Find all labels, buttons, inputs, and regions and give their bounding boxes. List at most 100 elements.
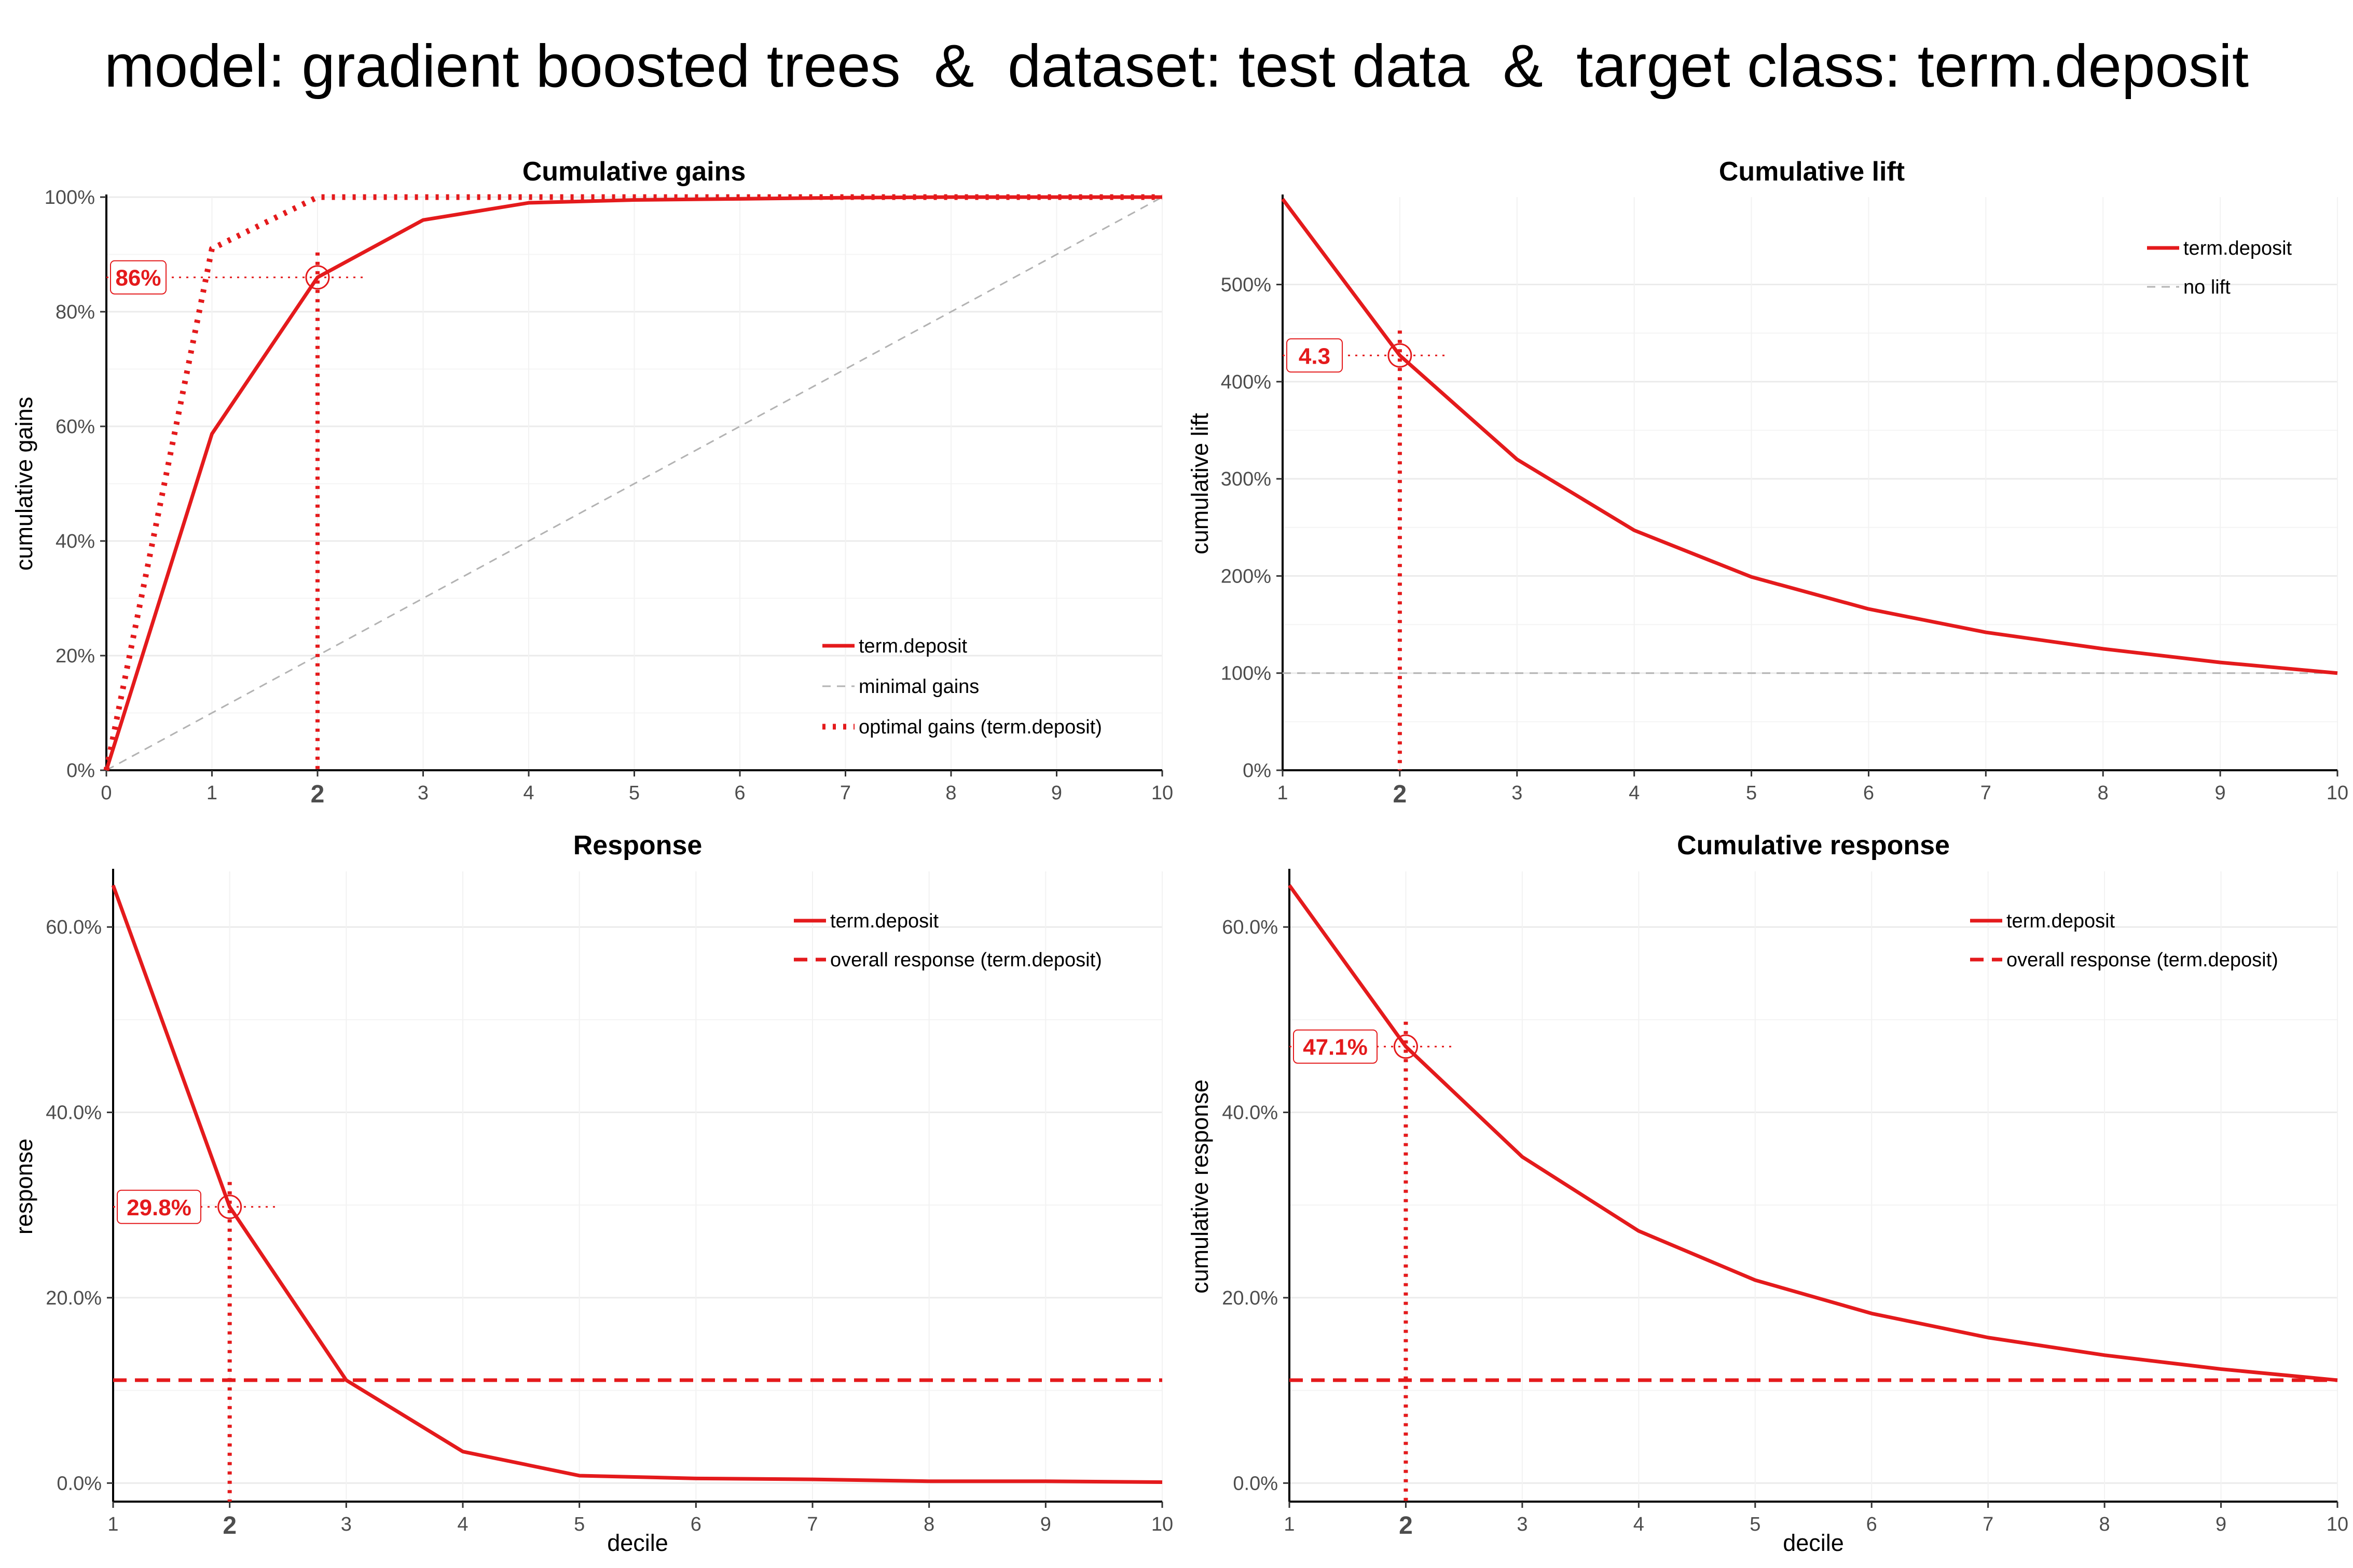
gains-title: Cumulative gains xyxy=(522,157,746,187)
x-tick-label: 10 xyxy=(2327,1514,2348,1535)
response-title: Response xyxy=(573,830,703,861)
series-line-term-deposit xyxy=(1288,884,2338,1382)
y-tick-label: 200% xyxy=(1221,565,1271,587)
annotation-label-box xyxy=(1293,1029,1378,1064)
legend-label: term.deposit xyxy=(2183,238,2292,259)
annotation-circle xyxy=(217,1195,242,1219)
y-tick-label: 0.0% xyxy=(1233,1473,1278,1494)
y-tick-label: 300% xyxy=(1221,468,1271,490)
x-tick-label: 8 xyxy=(945,782,956,804)
y-tick-label: 80% xyxy=(56,301,95,323)
series-line-term-deposit xyxy=(104,195,1162,771)
series-line-term-deposit xyxy=(1281,198,2338,675)
x-tick-label: 1 xyxy=(1277,782,1288,804)
series-line-minimal-gains xyxy=(106,196,1163,771)
cumresponse-xlabel: decile xyxy=(1783,1530,1844,1556)
series-line-term-deposit xyxy=(111,884,1163,1484)
response-xlabel: decile xyxy=(607,1530,668,1556)
x-tick-label: 3 xyxy=(418,782,429,804)
x-tick-label: 4 xyxy=(1633,1514,1644,1535)
y-tick-label: 500% xyxy=(1221,274,1271,296)
x-tick-label: 5 xyxy=(574,1514,585,1535)
legend-label: term.deposit xyxy=(2006,910,2115,932)
response-panel: 0.0% 20.0% 40.0% 60.0% 1 2 3 4 5 6 7 8 9 10 Response re… xyxy=(11,830,1173,1556)
legend-label: no lift xyxy=(2183,276,2231,298)
x-tick-label: 10 xyxy=(1151,782,1173,804)
y-tick-label: 40.0% xyxy=(46,1102,102,1124)
y-tick-label: 60.0% xyxy=(46,917,102,938)
y-tick-label: 40% xyxy=(56,531,95,552)
cumresponse-title: Cumulative response xyxy=(1677,830,1950,861)
legend-label: term.deposit xyxy=(859,635,968,657)
gains-ylabel: cumulative gains xyxy=(11,397,37,571)
x-tick-label: 6 xyxy=(1863,782,1874,804)
y-tick-label: 0% xyxy=(1243,760,1271,782)
x-tick-label: 9 xyxy=(2216,1514,2226,1535)
y-tick-label: 400% xyxy=(1221,371,1271,393)
x-tick-label: 9 xyxy=(1040,1514,1051,1535)
annotation-label-box xyxy=(1286,338,1343,373)
x-tick-label: 5 xyxy=(1750,1514,1760,1535)
x-tick-label: 8 xyxy=(2098,782,2109,804)
x-tick-label-highlight: 2 xyxy=(1399,1512,1413,1539)
x-tick-label: 4 xyxy=(457,1514,468,1535)
y-tick-label: 60.0% xyxy=(1222,917,1278,938)
legend-label: optimal gains (term.deposit) xyxy=(859,716,1102,738)
cumresponse-panel: 0.0% 20.0% 40.0% 60.0% 1 2 3 4 5 6 7 8 9 10 Cumulative… xyxy=(1187,830,2348,1556)
lift-title: Cumulative lift xyxy=(1719,157,1905,187)
gains-panel: 0% 20% 40% 60% 80% 100% 0 1 2 3 4 5 6 7 8 9 10 Cumulative… xyxy=(11,157,1173,808)
y-tick-label: 100% xyxy=(45,187,95,209)
cumresponse-ylabel: cumulative response xyxy=(1187,1079,1213,1294)
y-tick-label: 0% xyxy=(66,760,95,782)
x-tick-label: 3 xyxy=(1511,782,1522,804)
x-tick-label: 9 xyxy=(1051,782,1062,804)
x-tick-label: 5 xyxy=(1746,782,1757,804)
x-tick-label: 3 xyxy=(341,1514,352,1535)
y-tick-label: 60% xyxy=(56,416,95,438)
x-tick-label: 4 xyxy=(1629,782,1640,804)
figure-title: model: gradient boosted trees & dataset:… xyxy=(104,32,2249,100)
annotation-circle xyxy=(305,265,330,290)
annotation-label-box xyxy=(117,1189,201,1224)
x-tick-label-highlight: 2 xyxy=(223,1512,237,1539)
y-tick-label: 40.0% xyxy=(1222,1102,1278,1124)
annotation-label: 29.8% xyxy=(127,1195,191,1220)
legend-label: minimal gains xyxy=(859,676,979,698)
annotation-circle xyxy=(1387,343,1412,368)
y-tick-label: 20.0% xyxy=(46,1287,102,1309)
annotation-circle xyxy=(1393,1034,1418,1059)
annotation-label: 86% xyxy=(115,266,161,291)
x-tick-label: 10 xyxy=(1151,1514,1173,1535)
y-tick-label: 20.0% xyxy=(1222,1287,1278,1309)
x-tick-label: 6 xyxy=(691,1514,701,1535)
x-tick-label: 3 xyxy=(1517,1514,1528,1535)
annotation-label-box xyxy=(110,260,167,295)
y-tick-label: 20% xyxy=(56,645,95,667)
x-tick-label: 5 xyxy=(629,782,640,804)
x-tick-label: 7 xyxy=(807,1514,818,1535)
x-tick-label: 4 xyxy=(523,782,534,804)
x-tick-label: 1 xyxy=(107,1514,118,1535)
legend-label: overall response (term.deposit) xyxy=(2006,949,2278,971)
x-tick-label: 7 xyxy=(1980,782,1991,804)
x-tick-label: 8 xyxy=(2099,1514,2110,1535)
lift-panel: 0% 100% 200% 300% 400% 500% 1 2 3 4 5 6 7 8 9 10 Cumulat… xyxy=(1187,157,2348,808)
x-tick-label: 6 xyxy=(1866,1514,1877,1535)
x-tick-label: 0 xyxy=(101,782,112,804)
legend-label: overall response (term.deposit) xyxy=(830,949,1102,971)
x-tick-label: 10 xyxy=(2327,782,2348,804)
y-tick-label: 0.0% xyxy=(57,1473,102,1494)
y-tick-label: 100% xyxy=(1221,663,1271,685)
x-tick-label: 9 xyxy=(2215,782,2226,804)
x-tick-label: 8 xyxy=(924,1514,934,1535)
x-tick-label: 7 xyxy=(1983,1514,1993,1535)
legend-label: term.deposit xyxy=(830,910,939,932)
annotation-label: 47.1% xyxy=(1303,1035,1368,1060)
x-tick-label: 1 xyxy=(207,782,217,804)
lift-ylabel: cumulative lift xyxy=(1187,413,1213,554)
x-tick-label: 1 xyxy=(1284,1514,1295,1535)
annotation-label: 4.3 xyxy=(1299,343,1330,369)
x-tick-label-highlight: 2 xyxy=(311,781,325,808)
